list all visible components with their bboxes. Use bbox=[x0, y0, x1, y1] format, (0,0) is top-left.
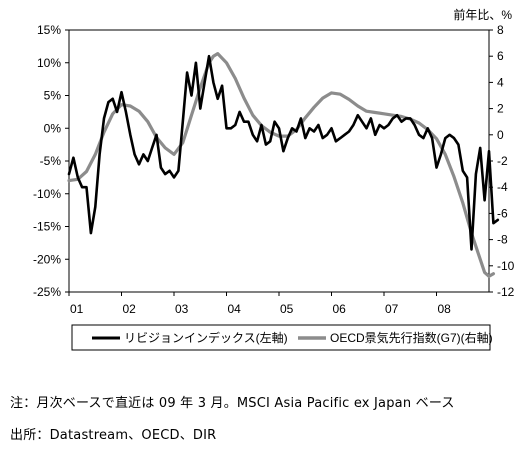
right-axis-tick-label: 6 bbox=[497, 49, 504, 63]
left-axis-tick-label: 0% bbox=[44, 121, 62, 135]
x-axis-tick-label: 07 bbox=[385, 302, 399, 316]
right-axis-tick-label: 2 bbox=[497, 102, 504, 116]
right-axis-unit-label: 前年比、% bbox=[453, 7, 512, 22]
series-line-oecd-cli bbox=[67, 51, 495, 278]
right-axis-tick-label: 4 bbox=[497, 75, 504, 89]
plot-frame bbox=[68, 29, 490, 293]
left-axis-tick-label: -20% bbox=[33, 252, 61, 266]
chart: 15% 10% 5% 0% -5% -10% -15% -20% -25% 8 6 4 2 0 -2 -4 -6… bbox=[33, 7, 515, 351]
x-axis-tick-label: 06 bbox=[333, 302, 347, 316]
x-axis-tick-label: 01 bbox=[70, 302, 84, 316]
left-axis-tick-label: 5% bbox=[44, 89, 62, 103]
x-axis-tick-label: 04 bbox=[228, 302, 242, 316]
series-line-revision-index bbox=[67, 54, 500, 251]
right-axis-tick-label: 0 bbox=[497, 128, 504, 142]
legend-label-oecd-cli: OECD景気先行指数(G7)(右軸) bbox=[330, 330, 493, 345]
left-axis-tick-label: 15% bbox=[37, 23, 61, 37]
left-axis-tick-label: -10% bbox=[33, 187, 61, 201]
left-axis-tick-label: -15% bbox=[33, 220, 61, 234]
x-axis-tick-label: 05 bbox=[280, 302, 294, 316]
source-text: 出所：Datastream、OECD、DIR bbox=[10, 428, 217, 443]
right-axis-tick-label: -2 bbox=[497, 154, 508, 168]
right-axis-tick-label: -6 bbox=[497, 206, 508, 220]
left-axis-tick-label: -25% bbox=[33, 285, 61, 299]
legend-label-revision-index: リビジョンインデックス(左軸) bbox=[124, 330, 288, 345]
right-axis-tick-label: -12 bbox=[497, 285, 515, 299]
x-axis-tick-label: 08 bbox=[438, 302, 452, 316]
left-axis-tick-label: -5% bbox=[40, 154, 62, 168]
note-text: 注：月次ベースで直近は 09 年 3 月。MSCI Asia Pacific e… bbox=[10, 396, 455, 411]
right-axis-tick-label: 8 bbox=[497, 23, 504, 37]
right-axis-tick-label: -4 bbox=[497, 180, 508, 194]
left-axis-tick-label: 10% bbox=[37, 56, 61, 70]
x-axis-tick-label: 03 bbox=[175, 302, 189, 316]
x-axis-tick-label: 02 bbox=[123, 302, 137, 316]
right-axis-tick-label: -8 bbox=[497, 233, 508, 247]
legend: リビジョンインデックス(左軸) OECD景気先行指数(G7)(右軸) bbox=[71, 324, 493, 351]
right-axis-tick-label: -10 bbox=[497, 259, 515, 273]
